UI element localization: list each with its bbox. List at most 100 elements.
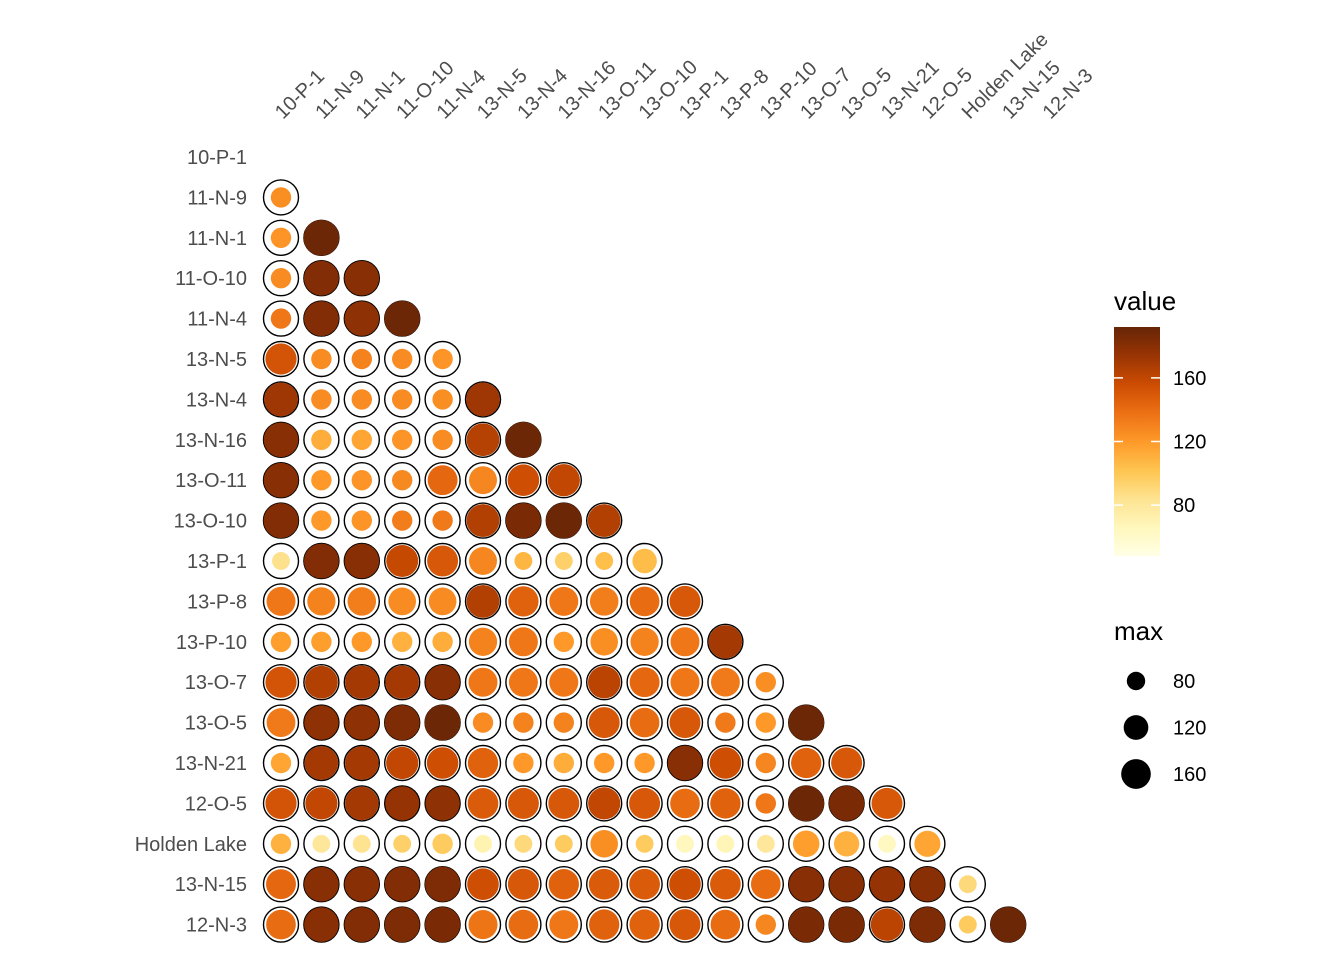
heatmap-cell: [464, 704, 502, 741]
cell-value-dot: [630, 627, 659, 656]
heatmap-cell: [384, 502, 421, 539]
cell-value-dot: [428, 587, 457, 616]
heatmap-cell: [343, 502, 380, 539]
cell-value-dot: [829, 866, 864, 902]
heatmap-cell: [303, 462, 340, 499]
heatmap-cell: [424, 462, 461, 499]
cell-value-dot: [505, 502, 542, 539]
y-tick-label: 13-O-7: [185, 672, 247, 694]
heatmap-cell: [788, 906, 825, 943]
heatmap-cell: [384, 664, 421, 701]
cell-value-dot: [432, 833, 453, 854]
heatmap-cell: [343, 866, 380, 903]
cell-value-dot: [708, 625, 743, 659]
heatmap-cell: [788, 704, 825, 741]
cell-value-dot: [311, 510, 332, 531]
cell-value-dot: [304, 746, 339, 780]
heatmap-cell: [262, 542, 300, 580]
heatmap-cell: [262, 744, 300, 782]
heatmap-cell: [343, 542, 380, 580]
heatmap-cell: [424, 381, 461, 418]
cell-value-dot: [710, 788, 741, 819]
heatmap-cell: [586, 704, 623, 741]
heatmap-cell: [666, 623, 704, 660]
cell-value-dot: [351, 348, 372, 370]
y-tick-label: 13-O-11: [175, 470, 247, 492]
size-legend: max 80 120 160: [1114, 616, 1206, 789]
cell-value-dot: [304, 665, 338, 699]
heatmap-cell: [747, 825, 784, 862]
cell-value-dot: [508, 667, 538, 697]
heatmap-cell: [505, 744, 542, 782]
heatmap-cell: [626, 744, 663, 782]
heatmap-cell: [788, 785, 825, 822]
y-tick-label: 12-O-5: [185, 793, 247, 815]
cell-value-dot: [392, 389, 413, 410]
cell-value-dot: [312, 834, 331, 853]
heatmap-cell: [586, 623, 623, 660]
heatmap-cell: [828, 906, 865, 943]
heatmap-cell: [424, 704, 461, 741]
y-tick-label: 13-P-8: [187, 591, 247, 613]
cell-value-dot: [629, 667, 660, 698]
cell-value-dot: [629, 787, 661, 819]
y-tick-label: 13-P-10: [176, 632, 247, 654]
cell-value-dot: [508, 909, 539, 940]
heatmap-cell: [262, 502, 300, 539]
cell-value-dot: [629, 909, 660, 940]
cell-value-dot: [554, 552, 573, 570]
cell-value-dot: [344, 543, 380, 579]
cell-value-dot: [345, 665, 379, 699]
heatmap-cell: [262, 219, 300, 257]
heatmap-cell: [424, 866, 461, 903]
heatmap-cell: [586, 502, 623, 539]
cell-value-dot: [424, 704, 461, 741]
heatmap-cell: [909, 866, 946, 903]
cell-value-dot: [670, 788, 700, 819]
heatmap-cell: [464, 906, 502, 943]
x-axis-labels: 10-P-111-N-911-N-111-O-1011-N-413-N-513-…: [271, 29, 1097, 124]
cell-value-dot: [427, 465, 458, 496]
heatmap-cell: [505, 785, 542, 822]
heatmap-cell: [464, 623, 502, 660]
heatmap-cell: [303, 260, 340, 297]
heatmap-cell: [707, 744, 744, 782]
heatmap-cell: [424, 623, 461, 660]
cell-value-dot: [392, 510, 413, 531]
cell-value-dot: [595, 552, 614, 570]
cell-value-dot: [634, 752, 655, 774]
heatmap-cell: [464, 825, 502, 862]
cell-value-dot: [710, 909, 741, 940]
cell-value-dot: [750, 869, 781, 900]
heatmap-cell: [505, 583, 542, 620]
y-axis-labels: 10-P-1 11-N-9 11-N-1 11-O-10 11-N-4 13-N-5 13-…: [135, 147, 247, 937]
color-bar-tick-label: 80: [1173, 495, 1195, 517]
heatmap-cell: [666, 866, 704, 903]
heatmap-cell: [464, 744, 502, 782]
y-tick-label: 13-N-4: [186, 389, 247, 411]
cell-value-dot: [388, 587, 417, 616]
heatmap-cell: [505, 906, 542, 943]
cell-value-dot: [344, 866, 380, 902]
cell-value-dot: [792, 830, 820, 858]
cell-value-dot: [432, 348, 453, 370]
heatmap-cell: [303, 744, 340, 782]
cell-value-dot: [553, 752, 574, 774]
heatmap-cell: [707, 623, 744, 660]
heatmap-cell: [868, 825, 906, 862]
cell-value-dot: [344, 301, 380, 336]
heatmap-cell: [666, 744, 704, 782]
cell-value-dot: [392, 429, 413, 450]
cell-value-dot: [311, 389, 332, 410]
cell-value-dot: [304, 866, 339, 902]
size-legend-dot: [1121, 759, 1151, 789]
heatmap-cell: [424, 785, 461, 822]
heatmap-cell: [424, 583, 461, 620]
cell-value-dot: [468, 667, 498, 697]
heatmap-cell: [303, 542, 340, 580]
heatmap-cell: [545, 542, 582, 580]
heatmap-cell: [464, 664, 502, 701]
cell-value-dot: [347, 587, 377, 616]
heatmap-cell: [545, 583, 582, 620]
heatmap-cell: [626, 906, 663, 943]
